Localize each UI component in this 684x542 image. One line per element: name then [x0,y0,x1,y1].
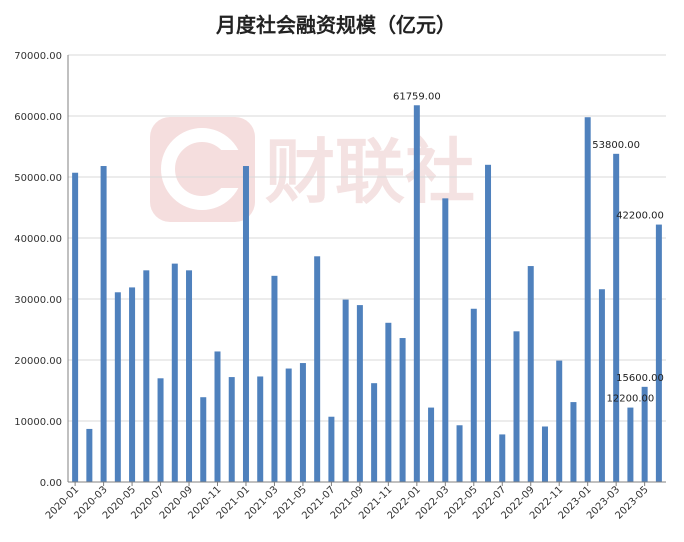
data-label: 15600.00 [616,373,664,384]
bar-2021-06 [314,256,321,482]
bar-2021-11 [385,322,392,482]
bar-2023-02 [598,289,605,482]
bar-2022-06 [485,164,492,483]
y-tick-label: 40000.00 [14,234,62,245]
x-axis-ticks: 2020-012020-032020-052020-072020-092020-… [44,482,651,522]
chart-title: 月度社会融资规模（亿元） [215,13,456,37]
bar-2020-02 [86,428,93,482]
y-tick-label: 10000.00 [14,417,62,428]
bar-2020-06 [143,270,150,482]
bar-2021-03 [271,275,278,482]
bar-2023-06 [655,224,662,482]
bars [72,105,662,483]
watermark: 财联社 [150,117,475,222]
bar-2022-04 [456,425,463,482]
watermark-text: 财联社 [265,131,475,213]
bar-2020-05 [129,287,136,482]
bar-2020-11 [214,351,221,482]
bar-2022-01 [413,105,420,482]
bar-2021-05 [299,363,306,482]
bar-2020-01 [72,172,79,483]
bar-2020-07 [157,378,164,482]
bar-2022-08 [513,331,520,482]
bar-2022-09 [527,266,534,482]
bar-2021-02 [257,376,264,482]
bar-2022-02 [428,407,435,482]
bar-2020-04 [114,292,121,482]
bar-2020-08 [171,263,178,482]
y-axis-ticks: 0.00 10000.00 20000.00 30000.00 40000.00 5000… [14,51,62,489]
data-label: 42200.00 [616,211,664,222]
y-tick-label: 70000.00 [14,51,62,62]
bar-2022-07 [499,434,506,482]
bar-2023-05 [641,386,648,482]
bar-2021-07 [328,416,335,482]
bar-2022-12 [570,402,577,482]
data-label: 12200.00 [607,394,655,405]
bar-2021-10 [371,383,378,482]
data-label: 53800.00 [592,140,640,151]
y-tick-label: 30000.00 [14,295,62,306]
bar-2020-10 [200,397,207,482]
bar-2021-12 [399,338,406,482]
y-tick-label: 50000.00 [14,173,62,184]
bar-2022-05 [470,308,477,482]
bar-2022-11 [556,360,563,482]
data-labels: 61759.00 53800.00 42200.00 15600.00 12200.00 [393,91,664,404]
bar-2021-08 [342,299,349,482]
bar-2020-03 [100,166,107,482]
data-label: 61759.00 [393,91,441,102]
y-tick-label: 0.00 [40,478,62,489]
bar-2021-09 [356,305,363,482]
bar-2021-04 [285,368,292,482]
bar-2022-10 [541,426,548,482]
bar-2023-03 [613,153,620,482]
bar-2023-01 [584,117,591,482]
bar-2020-09 [186,270,193,482]
bar-2022-03 [442,198,449,482]
y-tick-label: 60000.00 [14,112,62,123]
bar-2021-01 [242,166,249,482]
bar-2023-04 [627,407,634,482]
y-tick-label: 20000.00 [14,356,62,367]
bar-2020-12 [228,377,235,482]
